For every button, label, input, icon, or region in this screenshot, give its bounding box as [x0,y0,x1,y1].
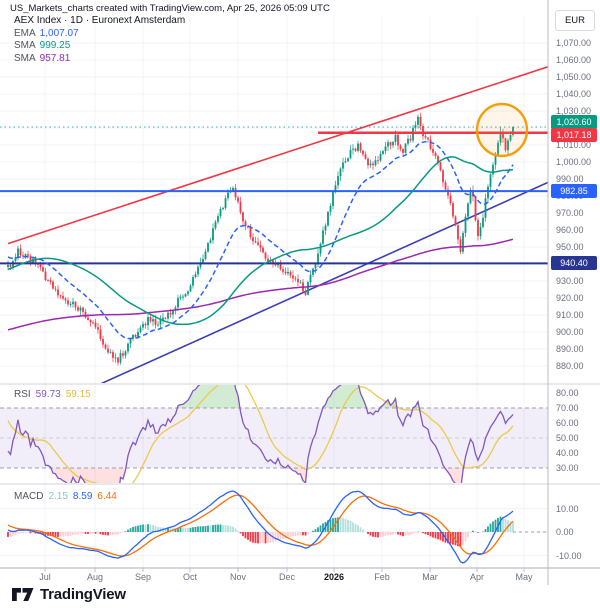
price-badge-1,020.60: 1,020.60 [551,114,597,129]
rsi-tick-label: 40.00 [556,448,579,458]
rsi-legend[interactable]: RSI 59.73 59.15 [14,389,96,400]
price-tick-label: 880.00 [556,361,584,371]
rsi-ma-value: 59.15 [65,389,91,400]
symbol-title[interactable]: AEX Index · 1D · Euronext Amsterdam [14,15,186,26]
time-tick-label-Feb: Feb [374,572,390,582]
time-tick-label-Oct: Oct [182,572,198,582]
price-tick-label: 970.00 [556,208,584,218]
macd-pane[interactable] [7,490,548,564]
tradingview-watermark[interactable]: TradingView [12,586,126,603]
chart-header-attribution: US_Markets_charts created with TradingVi… [10,3,330,14]
time-tick-label-2026: 2026 [323,572,345,582]
symbol-legend: AEX Index · 1D · Euronext Amsterdam EMA 1… [14,15,185,65]
sma-200-line[interactable] [7,238,514,331]
rsi-line[interactable] [7,370,514,501]
macd-histogram [7,516,514,547]
price-tick-label: 920.00 [556,293,584,303]
rsi-ma-line[interactable] [7,375,514,494]
macd-signal-line[interactable] [7,494,514,557]
price-pane[interactable] [0,66,548,387]
price-tick-label: 990.00 [556,174,584,184]
tradingview-logo-icon [12,588,34,601]
macd-label: MACD [14,491,44,502]
time-tick-label-Apr: Apr [469,572,485,582]
rsi-tick-label: 30.00 [556,463,579,473]
rsi-tick-label: 50.00 [556,433,579,443]
channel-top[interactable] [7,66,548,245]
price-badge-1,017.18: 1,017.18 [551,127,597,142]
rsi-pane[interactable] [0,370,548,501]
macd-hist-value: 2.15 [48,491,68,502]
legend-row-sma-fast[interactable]: SMA 999.25 [14,40,185,53]
macd-tick-label: 0.00 [556,527,574,537]
macd-line[interactable] [7,490,514,564]
grid-lines [0,15,548,568]
price-tick-label: 1,060.00 [556,55,592,65]
sma-slow-label: SMA [14,52,36,64]
rsi-value: 59.73 [35,389,61,400]
price-tick-label: 890.00 [556,344,584,354]
rsi-tick-label: 80.00 [556,388,579,398]
time-tick-label-Nov: Nov [229,572,247,582]
time-tick-label-Jul: Jul [39,572,51,582]
sma-50-line[interactable] [7,156,514,326]
time-tick-label-Sep: Sep [134,572,152,582]
legend-row-sma-slow[interactable]: SMA 957.81 [14,53,185,66]
rsi-tick-label: 70.00 [556,403,579,413]
price-badge-940.40: 940.40 [551,256,597,271]
ema-value: 1,007.07 [39,27,79,39]
highlight-circle-annotation[interactable] [475,102,529,158]
sma-fast-value: 999.25 [39,40,71,51]
macd-value: 8.59 [72,491,93,502]
legend-row-ema[interactable]: EMA 1,007.07 [14,28,185,41]
macd-tick-label: 10.00 [556,503,579,514]
price-tick-label: 1,000.00 [556,157,592,167]
macd-signal-value: 6.44 [97,491,117,502]
ema-label: EMA [14,27,36,39]
price-tick-label: 910.00 [556,310,584,320]
price-tick-label: 1,040.00 [556,89,592,99]
price-tick-label: 950.00 [556,242,584,252]
price-badge-982.85: 982.85 [551,184,597,199]
ema-20-line[interactable] [7,140,514,340]
sma-slow-value: 957.81 [39,52,71,64]
price-tick-label: 930.00 [556,276,584,286]
time-tick-label-Aug: Aug [86,572,104,582]
sma-fast-label: SMA [14,40,36,51]
macd-tick-label: -10.00 [556,550,582,561]
price-tick-label: 1,030.00 [556,106,592,116]
time-tick-label-Mar: Mar [422,572,438,582]
currency-button[interactable]: EUR [555,10,595,31]
price-tick-label: 1,070.00 [556,38,592,48]
price-tick-label: 960.00 [556,225,584,235]
macd-legend[interactable]: MACD 2.15 8.59 6.44 [14,491,122,502]
price-tick-label: 1,010.00 [556,140,592,150]
rsi-overbought-fill [177,385,420,408]
candlestick-series [7,112,514,366]
price-tick-label: 900.00 [556,327,584,337]
rsi-tick-label: 60.00 [556,418,579,428]
rsi-label: RSI [14,389,31,400]
tradingview-logo-text: TradingView [40,586,126,603]
time-tick-label-May: May [515,572,533,582]
time-tick-label-Dec: Dec [278,572,296,582]
price-tick-label: 1,050.00 [556,72,592,82]
